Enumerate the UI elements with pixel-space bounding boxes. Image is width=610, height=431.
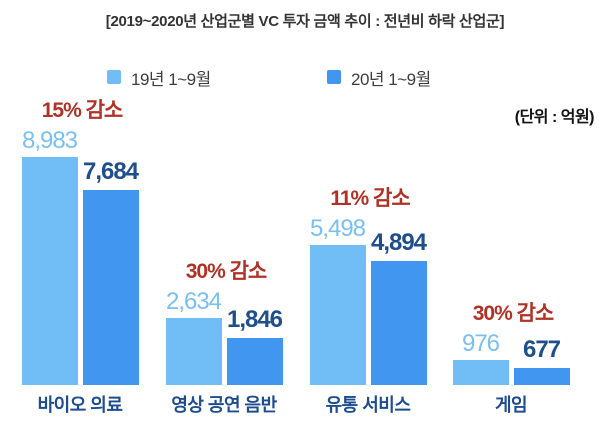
category-label: 게임 bbox=[494, 395, 528, 415]
bar-2019 bbox=[165, 318, 222, 385]
value-label-2019: 8,983 bbox=[21, 127, 78, 154]
reduction-label: 11% 감소 bbox=[330, 187, 410, 210]
bar-2020 bbox=[82, 190, 139, 385]
chart-title: [2019~2020년 산업군별 VC 투자 금액 추이 : 전년비 하락 산업… bbox=[105, 13, 505, 30]
legend-swatch-2019-icon bbox=[107, 70, 121, 84]
value-label-2019: 976 bbox=[461, 330, 500, 357]
bar-2019 bbox=[452, 360, 509, 385]
reduction-label: 30% 감소 bbox=[472, 302, 555, 325]
bar-group: 30% 감소 976 677 게임 bbox=[452, 0, 570, 415]
bar-group: 15% 감소 8,983 7,684 바이오 의료 bbox=[21, 0, 139, 415]
bar-2020 bbox=[226, 338, 283, 385]
value-label-2019: 2,634 bbox=[165, 288, 222, 315]
legend-label-2020: 20년 1~9월 bbox=[351, 69, 431, 89]
bar-2020 bbox=[513, 368, 570, 385]
value-label-2020: 7,684 bbox=[82, 158, 139, 185]
legend-item-2020: 20년 1~9월 bbox=[327, 67, 431, 89]
bar-2020 bbox=[370, 261, 427, 385]
category-label: 유통 서비스 bbox=[325, 395, 411, 415]
unit-label: (단위 : 억원) bbox=[514, 109, 595, 126]
chart: 15% 감소 8,983 7,684 바이오 의료 30% 감소 2,634 1,846 영상… bbox=[21, 0, 570, 415]
category-label: 영상 공연 음반 bbox=[171, 395, 277, 415]
value-label-2019: 5,498 bbox=[309, 215, 366, 242]
reduction-label: 15% 감소 bbox=[41, 99, 124, 122]
bar-2019 bbox=[309, 245, 366, 385]
value-label-2020: 677 bbox=[522, 336, 561, 363]
legend-label-2019: 19년 1~9월 bbox=[131, 69, 211, 89]
value-label-2020: 4,894 bbox=[370, 229, 427, 256]
category-label: 바이오 의료 bbox=[37, 395, 123, 415]
legend-item-2019: 19년 1~9월 bbox=[107, 67, 211, 89]
bar-2019 bbox=[21, 157, 78, 385]
bar-group: 11% 감소 5,498 4,894 유통 서비스 bbox=[309, 0, 427, 415]
reduction-label: 30% 감소 bbox=[185, 260, 268, 283]
legend-swatch-2020-icon bbox=[327, 70, 341, 84]
value-label-2020: 1,846 bbox=[226, 306, 283, 333]
bar-group: 30% 감소 2,634 1,846 영상 공연 음반 bbox=[165, 0, 283, 415]
